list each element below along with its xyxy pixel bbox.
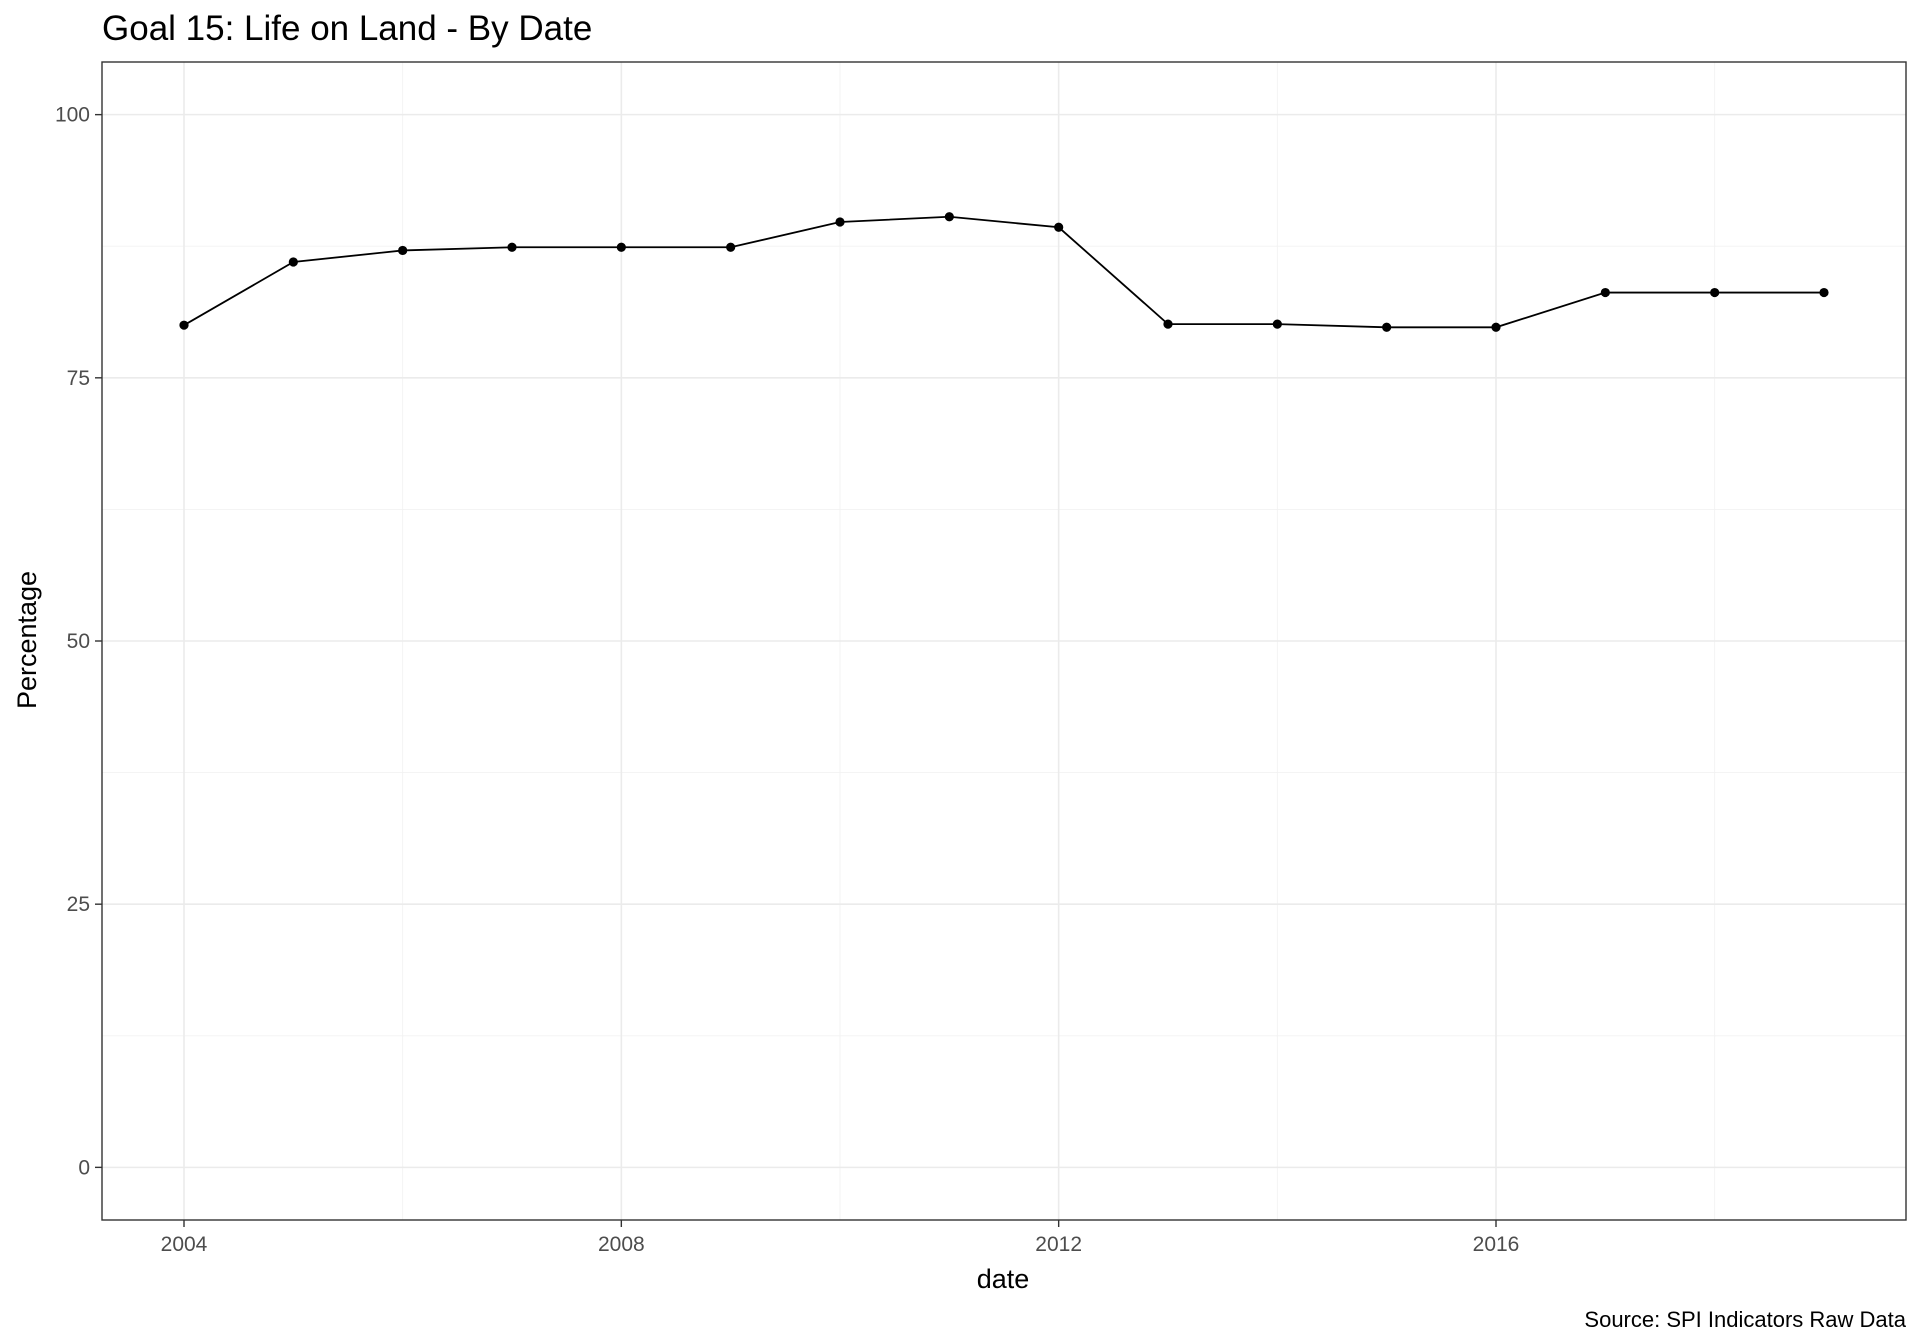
y-tick-label: 100 [55, 104, 90, 127]
data-point [1710, 287, 1720, 298]
y-tick-label: 75 [67, 367, 90, 390]
data-point [179, 320, 189, 330]
data-point [398, 245, 408, 256]
data-point [616, 242, 626, 252]
data-point [1272, 319, 1282, 329]
data-point [1382, 322, 1392, 332]
data-point [1491, 322, 1501, 332]
x-tick-label: 2004 [161, 1233, 208, 1256]
series-line [183, 215, 1824, 329]
y-tick-label: 0 [78, 1156, 90, 1179]
x-tick-label: 2012 [1035, 1233, 1082, 1256]
grid [102, 62, 1906, 1220]
data-point [1054, 222, 1064, 232]
x-tick-label: 2016 [1473, 1233, 1520, 1256]
data-point [944, 212, 954, 222]
data-point [1600, 287, 1610, 298]
series-layer [179, 212, 1829, 332]
axes: 2004 2008 2012 2016 0 25 50 75 100 [55, 104, 1519, 1256]
data-point [288, 257, 298, 267]
source-caption: Source: SPI Indicators Raw Data [1584, 1307, 1906, 1332]
x-axis-title: date [977, 1264, 1030, 1294]
y-axis-title: Percentage [12, 571, 42, 709]
data-point [835, 217, 845, 227]
chart-title: Goal 15: Life on Land - By Date [102, 9, 592, 48]
y-tick-label: 50 [67, 630, 90, 653]
data-point [1163, 319, 1173, 329]
data-point [1819, 287, 1829, 298]
x-tick-label: 2008 [598, 1233, 645, 1256]
data-point [507, 242, 517, 252]
data-point [726, 242, 736, 252]
y-tick-label: 25 [67, 893, 90, 916]
